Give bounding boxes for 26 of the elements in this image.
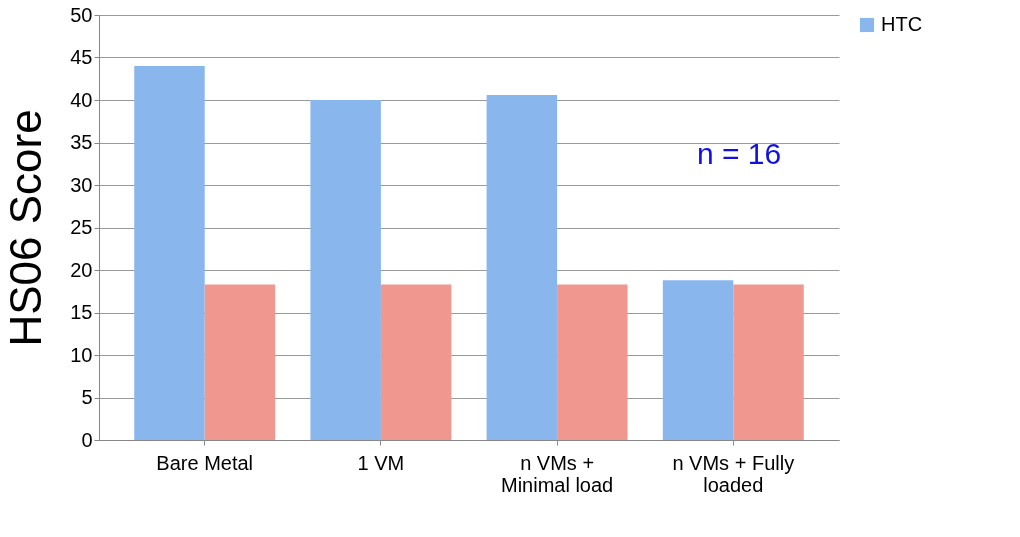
x-tick-label: 1 VM <box>357 451 405 474</box>
bar <box>134 66 205 440</box>
bar <box>486 94 558 440</box>
y-tick-label: 40 <box>70 88 93 111</box>
bar <box>557 284 628 440</box>
y-tick-label: 50 <box>70 3 93 26</box>
y-tick-label: 45 <box>70 46 93 68</box>
annotation: n = 16 <box>696 137 782 170</box>
bar <box>380 284 452 440</box>
y-tick-label: 35 <box>70 131 93 153</box>
y-tick-label: 5 <box>81 386 93 408</box>
y-tick-label: 15 <box>70 301 93 323</box>
x-tick-label: n VMs + Minimal load <box>500 451 614 496</box>
bar <box>733 284 804 440</box>
y-tick-label: 10 <box>70 343 93 366</box>
legend-label: HTC <box>881 13 923 35</box>
x-tick-label: Bare Metal <box>156 451 254 474</box>
y-tick-label: 25 <box>70 216 93 238</box>
bar <box>204 284 276 440</box>
bar <box>662 280 734 440</box>
y-axis-title: HS06 Score <box>1 109 51 347</box>
y-tick-label: 30 <box>70 173 93 196</box>
y-tick-label: 20 <box>70 258 93 281</box>
x-tick-label: n VMs + Fully loaded <box>672 451 795 496</box>
y-tick-label: 0 <box>81 428 93 451</box>
bar <box>310 100 381 440</box>
